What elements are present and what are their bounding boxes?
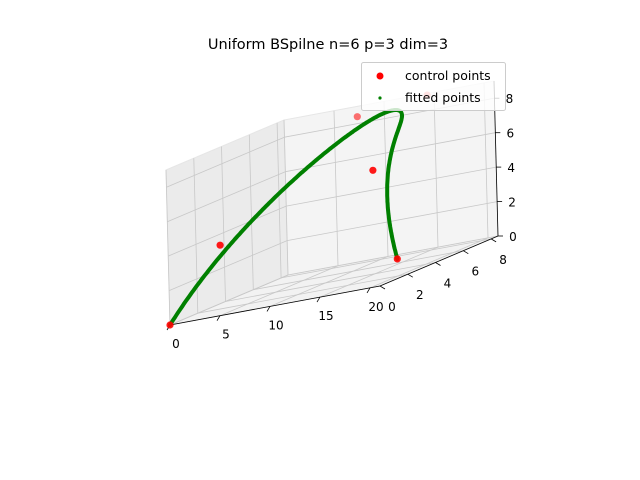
grid-line-z-left (168, 205, 287, 257)
legend: control points fitted points (361, 62, 506, 111)
x-tick-label: 10 (268, 318, 283, 332)
y-tick-label: 2 (416, 288, 424, 302)
y-tick-label: 6 (471, 265, 479, 279)
grid-line-z-back (287, 235, 499, 276)
x-tick-mark (366, 287, 371, 294)
x-tick-label: 20 (368, 300, 383, 314)
grid-line-y-left (248, 134, 254, 290)
fitted-points-curve (168, 108, 404, 327)
x-tick-mark (216, 315, 221, 321)
y-axis-line (379, 235, 499, 287)
z-tick-label: 0 (509, 230, 517, 244)
chart-title: Uniform BSpilne n=6 p=3 dim=3 (208, 37, 448, 53)
x-tick-mark (316, 296, 321, 303)
control-point-3 (353, 113, 361, 121)
grid-line-x-floor (269, 256, 389, 307)
grid-line-x-floor (369, 237, 489, 289)
x-tick-label: 15 (318, 309, 333, 323)
y-tick-mark (407, 273, 414, 278)
legend-control-points-marker (376, 72, 384, 80)
y-tick-label: 0 (388, 300, 396, 314)
control-point-1 (166, 321, 174, 329)
grid-line-z-left (167, 171, 286, 223)
grid-line-y-left (165, 169, 171, 326)
z-tick-label: 4 (507, 161, 515, 175)
grid-line-y-floor (225, 262, 436, 302)
x-tick-label: 5 (222, 328, 230, 342)
y-tick-mark (490, 238, 497, 243)
grid-line-y-floor (253, 250, 464, 291)
grid-line-z-back (286, 166, 497, 207)
z-tick-label: 6 (506, 127, 514, 141)
grid-line-z-left (168, 240, 288, 291)
grid-line-y-left (221, 146, 226, 302)
legend-box (361, 62, 506, 111)
z-tick-label: 2 (508, 196, 516, 210)
grid-line-z-back (287, 201, 498, 241)
grid-line-x-floor (219, 265, 339, 317)
legend-control-points-label: control points (405, 68, 491, 83)
grid-line-y-floor (197, 273, 408, 314)
grid-line-x-back (283, 119, 289, 276)
control-point-2 (216, 241, 224, 249)
y-tick-label: 8 (499, 253, 507, 267)
legend-fitted-points-label: fitted points (405, 90, 481, 105)
x-tick-mark (266, 306, 271, 312)
grid-line-y-left (276, 122, 282, 278)
y-tick-mark (435, 262, 441, 266)
x-tick-label: 0 (172, 337, 180, 351)
y-tick-mark (463, 250, 469, 255)
z-tick-label: 8 (506, 92, 514, 106)
control-point-5 (369, 166, 377, 174)
grid-line-x-back (333, 110, 339, 266)
grid-line-z-left (166, 136, 285, 188)
grid-line-x-floor (319, 246, 439, 298)
grid-line-x-back (433, 92, 439, 248)
x-axis-line (169, 285, 381, 326)
y-tick-mark (379, 285, 386, 290)
grid-line-y-floor (281, 238, 492, 279)
legend-fitted-points-marker (378, 96, 382, 100)
control-point-6 (393, 255, 401, 263)
grid-line-z-left (169, 274, 289, 326)
y-tick-label: 4 (444, 277, 452, 291)
